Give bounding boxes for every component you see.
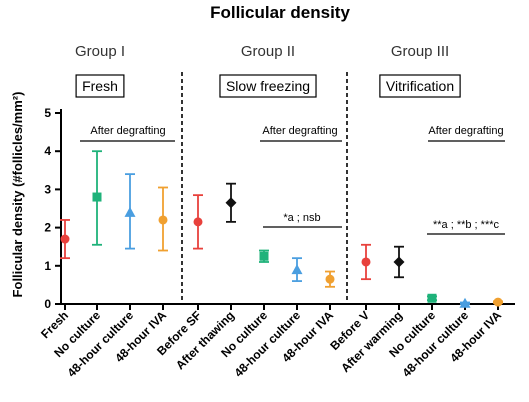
chart-title: Follicular density [210, 3, 350, 22]
group-box-label-1: Fresh [82, 78, 118, 94]
group-box-label-2: Slow freezing [226, 78, 310, 94]
y-tick-label-5: 5 [44, 106, 51, 120]
y-tick-label-4: 4 [44, 144, 51, 158]
data-point-7 [291, 257, 303, 282]
y-tick-label-0: 0 [44, 297, 51, 311]
group-box-3 [379, 74, 461, 98]
marker-12 [459, 297, 471, 308]
group-box-1 [75, 74, 125, 98]
group-label-1: Group I [75, 43, 125, 60]
data-point-10 [393, 245, 405, 279]
data-point-4 [193, 194, 203, 250]
group-label-2: Group II [241, 43, 295, 60]
marker-1 [92, 192, 102, 202]
marker-13 [493, 297, 503, 307]
data-point-3 [158, 186, 168, 252]
y-tick-label-1: 1 [44, 259, 51, 273]
significance-label-2: *a ; nsb [283, 212, 320, 224]
data-point-0 [60, 219, 70, 260]
data-point-6 [259, 249, 269, 263]
y-tick-label-3: 3 [44, 182, 51, 196]
data-point-11 [427, 293, 437, 303]
group-box-label-3: Vitrification [386, 78, 454, 94]
data-point-13 [493, 297, 503, 307]
data-point-12 [459, 297, 471, 308]
data-point-2 [124, 173, 136, 250]
marker-0 [60, 234, 70, 244]
after-degrafting-label-1: After degrafting [90, 125, 165, 137]
marker-8 [325, 274, 335, 284]
y-axis-label: Follicular density (#follicles/mm²) [10, 92, 25, 298]
marker-2 [124, 206, 136, 217]
data-point-1 [92, 150, 102, 246]
marker-10 [393, 256, 405, 268]
after-degrafting-label-3: After degrafting [428, 125, 503, 137]
marker-6 [259, 251, 269, 261]
group-box-2 [219, 74, 317, 98]
marker-11 [427, 293, 437, 303]
marker-9 [361, 257, 371, 267]
group-label-3: Group III [391, 43, 449, 60]
marker-7 [291, 264, 303, 275]
data-point-8 [325, 270, 335, 288]
data-point-9 [361, 243, 371, 281]
data-point-5 [225, 182, 237, 223]
marker-4 [193, 217, 203, 227]
after-degrafting-label-2: After degrafting [262, 125, 337, 137]
marker-3 [158, 215, 168, 225]
significance-label-3: **a ; **b ; ***c [433, 219, 500, 231]
y-tick-label-2: 2 [44, 221, 51, 235]
marker-5 [225, 197, 237, 209]
